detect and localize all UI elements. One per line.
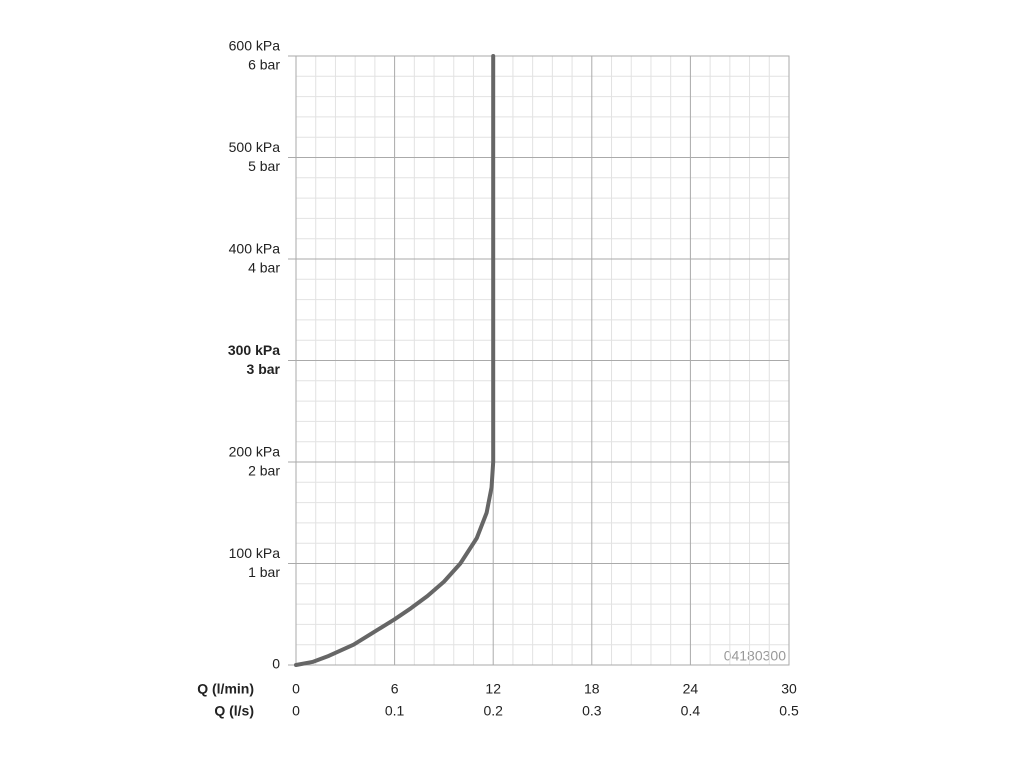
x2-tick-label: 0.1 [385, 703, 405, 719]
y-tick-label: 100 kPa [229, 545, 281, 561]
y-tick-label: 200 kPa [229, 444, 281, 460]
y-tick-label: 600 kPa [229, 38, 281, 54]
y2-tick-label: 4 bar [248, 260, 280, 276]
line-series [294, 54, 496, 667]
x-tick-label: 12 [485, 681, 501, 697]
x2-axis-label: Q (l/s) [214, 703, 254, 719]
y2-tick-label: 5 bar [248, 158, 280, 174]
y-tick-label: 300 kPa [228, 342, 280, 358]
y2-tick-label: 6 bar [248, 57, 280, 73]
x-tick-label: 30 [781, 681, 797, 697]
y-tick-label: 400 kPa [229, 241, 281, 257]
x-axis-label: Q (l/min) [197, 681, 254, 697]
y-tick-label: 0 [272, 656, 280, 672]
y2-tick-label: 1 bar [248, 564, 280, 580]
x-tick-label: 24 [683, 681, 699, 697]
y2-tick-label: 2 bar [248, 463, 280, 479]
annotation: 04180300 [724, 648, 787, 664]
y-tick-label: 500 kPa [229, 139, 281, 155]
x2-tick-label: 0.4 [681, 703, 701, 719]
x-tick-label: 18 [584, 681, 600, 697]
y2-tick-label: 3 bar [247, 361, 281, 377]
x2-tick-label: 0.3 [582, 703, 602, 719]
x-tick-label: 6 [391, 681, 399, 697]
plot-frame [295, 55, 790, 666]
x2-tick-label: 0.5 [779, 703, 799, 719]
x2-tick-label: 0.2 [483, 703, 503, 719]
x-tick-label: 0 [292, 681, 300, 697]
x2-tick-label: 0 [292, 703, 300, 719]
